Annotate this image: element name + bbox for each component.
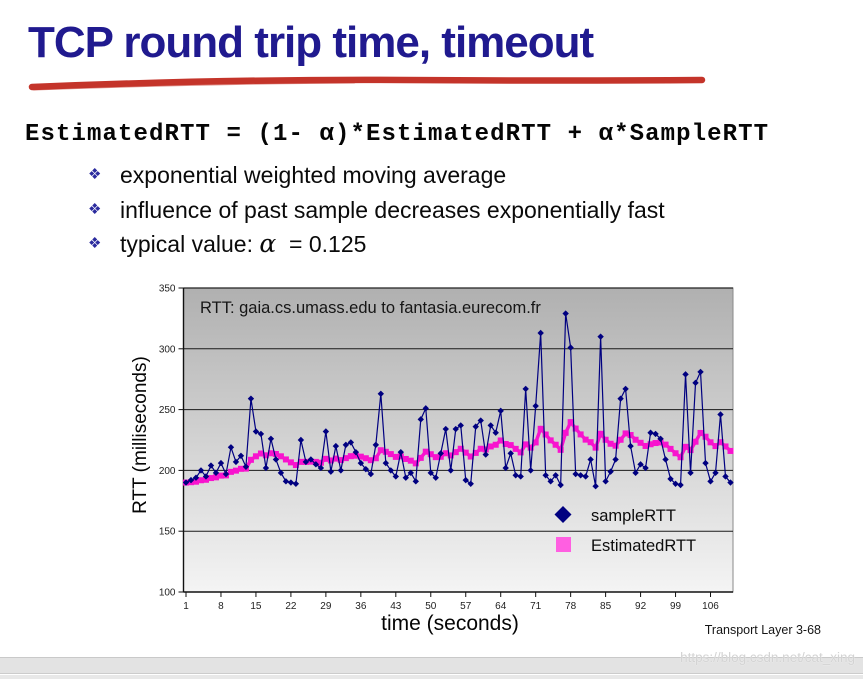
chart-legend: sampleRTT EstimatedRTT (554, 506, 696, 555)
chart-title: RTT: gaia.cs.umass.edu to fantasia.eurec… (200, 299, 541, 317)
red-underline-texture (32, 80, 356, 91)
svg-text:43: 43 (390, 601, 402, 612)
plot-area: 100 150 200 250 300 350 1 8 15 22 29 36 43 50 57 64 71 78… (159, 284, 734, 612)
svg-text:36: 36 (355, 601, 367, 612)
svg-text:64: 64 (495, 601, 507, 612)
chart-x-axis-label: time (seconds) (381, 612, 519, 635)
legend-estimated-label: EstimatedRTT (591, 537, 696, 555)
svg-text:350: 350 (159, 284, 176, 295)
slide-page-number: Transport Layer 3-68 (704, 623, 821, 637)
svg-text:300: 300 (159, 344, 176, 355)
bottom-edge-strip (0, 675, 863, 679)
rtt-chart: 100 150 200 250 300 350 1 8 15 22 29 36 43 50 57 64 71 78… (159, 284, 734, 612)
red-underline-path (28, 76, 706, 91)
estimated-rtt-formula: EstimatedRTT = (1- α)*EstimatedRTT + α*S… (25, 121, 770, 148)
svg-text:29: 29 (320, 601, 332, 612)
svg-text:8: 8 (218, 601, 224, 612)
diamond-bullet-icon: ❖ (88, 166, 102, 183)
svg-text:100: 100 (159, 588, 176, 599)
svg-text:22: 22 (285, 601, 297, 612)
diamond-bullet-icon: ❖ (88, 200, 102, 218)
bullet-item-ewma: ❖ exponential weighted moving average (88, 160, 665, 195)
svg-text:92: 92 (635, 601, 647, 612)
legend-sample-label: sampleRTT (591, 507, 676, 525)
svg-text:57: 57 (460, 601, 472, 612)
bullet-text: exponential weighted moving average (120, 162, 507, 188)
svg-text:50: 50 (425, 601, 437, 612)
svg-text:78: 78 (565, 601, 577, 612)
alpha-symbol: α (259, 229, 277, 258)
svg-text:71: 71 (530, 601, 542, 612)
watermark-text: https://blog.csdn.net/cat_xing (680, 650, 855, 665)
legend-estimated-square-icon (556, 537, 571, 552)
bullet-list: ❖ exponential weighted moving average ❖ … (88, 160, 665, 264)
svg-text:250: 250 (159, 405, 176, 416)
page-title: TCP round trip time, timeout (28, 18, 594, 67)
bullet-text: typical value: α = 0.125 (120, 229, 366, 259)
diamond-bullet-icon: ❖ (88, 235, 102, 252)
bullet-text-prefix: typical value: (120, 231, 260, 257)
bullet-item-influence: ❖ influence of past sample decreases exp… (88, 195, 665, 230)
bottom-scrollbar[interactable] (0, 657, 863, 674)
svg-text:85: 85 (600, 601, 612, 612)
red-underline-stroke (28, 76, 706, 91)
bullet-item-typical-value: ❖ typical value: α = 0.125 (88, 229, 665, 264)
svg-text:15: 15 (250, 601, 262, 612)
svg-text:150: 150 (159, 527, 176, 538)
svg-text:106: 106 (702, 601, 719, 612)
svg-text:99: 99 (670, 601, 682, 612)
bullet-text-suffix: = 0.125 (276, 231, 367, 257)
svg-text:200: 200 (159, 466, 176, 477)
legend-sample-diamond-icon (554, 506, 572, 523)
svg-text:1: 1 (183, 601, 189, 612)
bullet-text: influence of past sample decreases expon… (120, 196, 665, 223)
